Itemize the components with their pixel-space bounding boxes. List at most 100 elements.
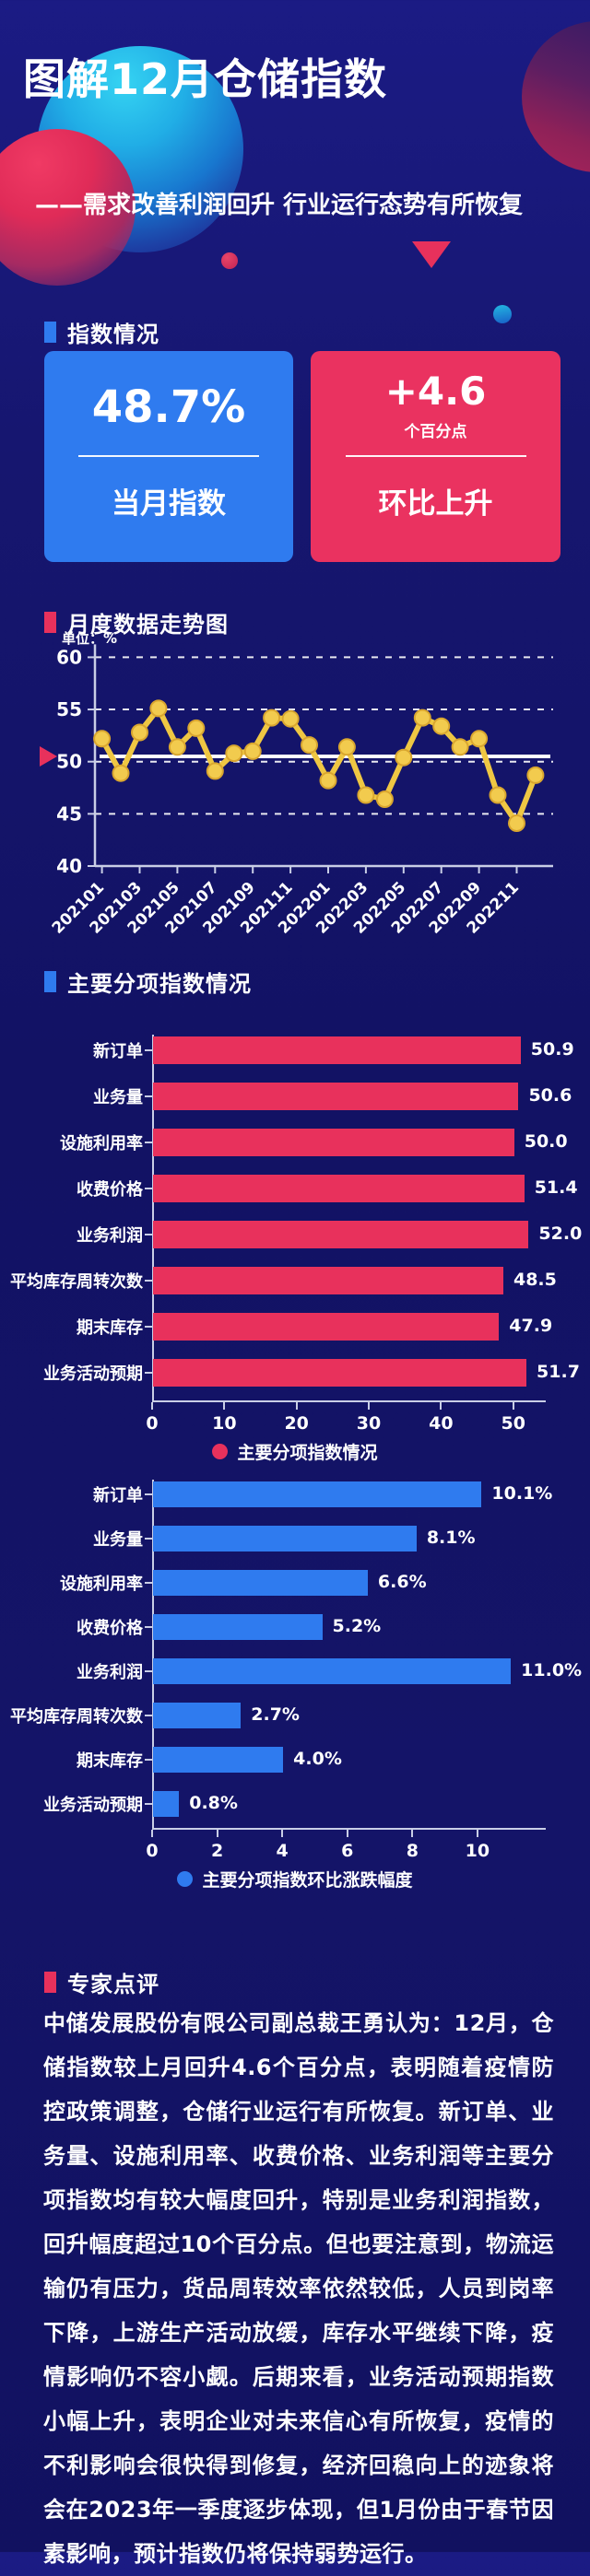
bar-value-label: 4.0% xyxy=(293,1749,342,1769)
bar xyxy=(153,1221,529,1248)
monthly-trend-line-chart: 4045505560202101202103202105202107202109… xyxy=(40,644,553,938)
bar-value-label: 10.1% xyxy=(491,1483,553,1504)
bar-category-label: 收费价格 xyxy=(77,1619,143,1638)
bar-category-label: 收费价格 xyxy=(77,1180,143,1200)
bar xyxy=(153,1481,482,1507)
down-triangle-decoration xyxy=(412,241,451,268)
bar xyxy=(153,1083,519,1110)
category-tick xyxy=(145,1326,152,1328)
current-index-label: 当月指数 xyxy=(112,487,226,521)
value-axis-tick-label: 10 xyxy=(212,1413,237,1434)
category-tick xyxy=(145,1493,152,1495)
category-tick xyxy=(145,1582,152,1584)
value-axis-tick xyxy=(476,1830,478,1837)
bar-value-label: 51.7 xyxy=(537,1362,580,1382)
sub-index-change-bar-chart: 新订单 10.1% 业务量 8.1% 设施利用率 6.6% 收费价格 5.2% 业务利润 11.0… xyxy=(0,1474,590,1907)
section-label: 专家点评 xyxy=(67,1972,159,1997)
data-point xyxy=(301,736,318,755)
category-tick xyxy=(145,1142,152,1143)
data-point xyxy=(413,708,431,727)
value-axis-tick xyxy=(368,1402,371,1410)
bar xyxy=(153,1658,512,1684)
data-point xyxy=(470,730,489,748)
bar-category-label: 业务量 xyxy=(93,1530,143,1550)
data-point xyxy=(508,814,525,832)
value-axis-tick xyxy=(281,1830,284,1837)
value-axis-tick-label: 50 xyxy=(501,1413,525,1434)
current-index-card: 48.7% 当月指数 xyxy=(44,351,293,562)
value-axis-tick-label: 6 xyxy=(341,1841,354,1861)
purple-circle-decoration xyxy=(522,21,590,172)
section-title-monthly-trend: 月度数据走势图 xyxy=(44,606,229,638)
value-axis-tick xyxy=(512,1402,514,1410)
value-axis-tick-label: 20 xyxy=(284,1413,309,1434)
sub-index-level-bar-chart: 新订单 50.9 业务量 50.6 设施利用率 50.0 收费价格 51.4 业务利润 52.0 平… xyxy=(0,1013,590,1474)
unit-label: 单位：% xyxy=(62,630,118,647)
category-tick xyxy=(145,1715,152,1716)
chart-legend: 主要分项指数环比涨跌幅度 xyxy=(0,1867,590,1891)
mom-change-unit: 个百分点 xyxy=(404,423,467,442)
data-point xyxy=(357,786,375,804)
bar-category-label: 业务利润 xyxy=(77,1226,143,1246)
value-axis xyxy=(152,1400,546,1402)
category-tick xyxy=(145,1670,152,1672)
bar xyxy=(153,1570,368,1596)
y-axis-tick-label: 45 xyxy=(56,802,82,825)
bar-category-label: 业务量 xyxy=(93,1088,143,1107)
section-title-sub-indices: 主要分项指数情况 xyxy=(44,966,252,998)
bar-value-label: 51.4 xyxy=(534,1177,578,1198)
bar-category-label: 新订单 xyxy=(93,1042,143,1061)
value-axis-tick-label: 40 xyxy=(429,1413,454,1434)
card-divider xyxy=(78,455,259,457)
bar xyxy=(153,1359,527,1387)
category-tick xyxy=(145,1234,152,1235)
value-axis-tick-label: 30 xyxy=(356,1413,382,1434)
bar-category-label: 期末库存 xyxy=(77,1318,143,1338)
y-axis-tick-label: 50 xyxy=(56,751,82,773)
bar-value-label: 50.6 xyxy=(528,1085,572,1106)
bar xyxy=(153,1703,242,1728)
data-point xyxy=(489,786,507,804)
bar-category-label: 设施利用率 xyxy=(60,1134,143,1153)
bar-value-label: 8.1% xyxy=(426,1528,476,1548)
legend-dot-icon xyxy=(212,1444,229,1459)
bar-value-label: 52.0 xyxy=(538,1224,583,1244)
category-tick xyxy=(145,1095,152,1097)
bar-value-label: 47.9 xyxy=(509,1316,553,1336)
bar xyxy=(153,1036,521,1064)
category-tick xyxy=(145,1280,152,1282)
section-label: 月度数据走势图 xyxy=(67,612,229,638)
card-divider xyxy=(345,455,526,457)
bar-value-label: 2.7% xyxy=(251,1704,300,1725)
bar-value-label: 50.0 xyxy=(524,1131,568,1152)
bar xyxy=(153,1175,525,1202)
bar-category-label: 平均库存周转次数 xyxy=(10,1272,143,1292)
data-point xyxy=(149,699,168,718)
section-label: 指数情况 xyxy=(67,322,159,347)
legend-dot-icon xyxy=(177,1871,194,1887)
page-subtitle: ——需求改善利润回升 行业运行态势有所恢复 xyxy=(35,192,524,219)
section-bullet-icon xyxy=(44,322,56,343)
bar-value-label: 11.0% xyxy=(521,1660,583,1680)
bar-category-label: 业务利润 xyxy=(77,1663,143,1682)
y-axis-tick-label: 40 xyxy=(56,855,82,877)
value-axis-tick-label: 0 xyxy=(146,1413,159,1434)
data-point xyxy=(337,738,356,756)
category-tick xyxy=(145,1759,152,1761)
value-axis xyxy=(152,1828,546,1830)
section-title-index-overview: 指数情况 xyxy=(44,316,159,348)
data-point xyxy=(112,764,130,782)
bar xyxy=(153,1791,180,1817)
bar xyxy=(153,1129,514,1156)
current-index-value: 48.7% xyxy=(91,381,246,433)
bar xyxy=(153,1614,323,1640)
data-point xyxy=(93,730,112,748)
value-axis-tick-label: 4 xyxy=(276,1841,289,1861)
y-axis-tick-label: 55 xyxy=(56,698,82,720)
data-point xyxy=(206,762,224,780)
mom-change-value: +4.6 xyxy=(384,369,487,414)
data-point xyxy=(319,771,337,790)
category-tick xyxy=(145,1049,152,1051)
data-point xyxy=(395,748,413,767)
